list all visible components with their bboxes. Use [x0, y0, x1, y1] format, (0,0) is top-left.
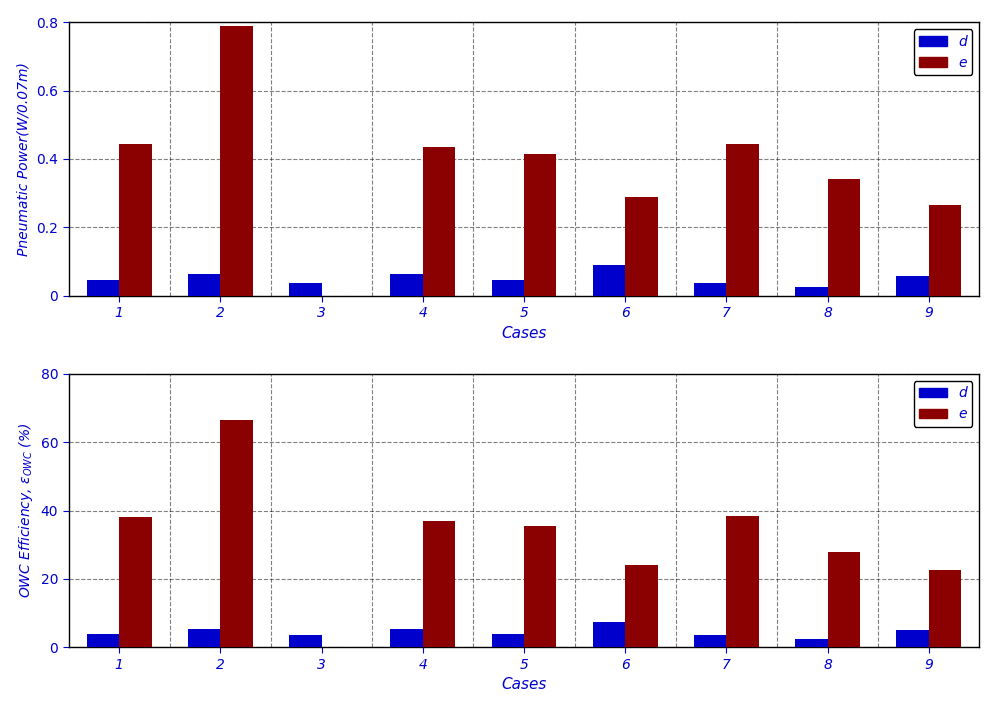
Bar [120, 518, 151, 647]
Bar [593, 265, 625, 296]
Bar [896, 276, 928, 296]
X-axis label: Cases: Cases [501, 325, 547, 340]
Bar [390, 274, 422, 296]
X-axis label: Cases: Cases [501, 677, 547, 692]
Y-axis label: OWC Efficiency, $\varepsilon_{OWC}$ (%): OWC Efficiency, $\varepsilon_{OWC}$ (%) [17, 423, 35, 598]
Bar [289, 283, 322, 296]
Bar [524, 526, 557, 647]
Bar [694, 635, 726, 647]
Bar [928, 205, 961, 296]
Bar [828, 552, 860, 647]
Bar [289, 635, 322, 647]
Bar [390, 629, 422, 647]
Bar [87, 634, 120, 647]
Bar [795, 287, 828, 296]
Bar [795, 639, 828, 647]
Bar [220, 420, 253, 647]
Bar [422, 521, 455, 647]
Bar [492, 634, 524, 647]
Bar [694, 283, 726, 296]
Bar [726, 143, 759, 296]
Legend: d, e: d, e [913, 381, 972, 427]
Bar [828, 179, 860, 296]
Bar [524, 154, 557, 296]
Bar [492, 279, 524, 296]
Bar [625, 565, 657, 647]
Bar [625, 196, 657, 296]
Bar [188, 629, 220, 647]
Y-axis label: Pneumatic Power(W/0.07m): Pneumatic Power(W/0.07m) [17, 62, 31, 256]
Bar [220, 26, 253, 296]
Legend: d, e: d, e [913, 29, 972, 75]
Bar [188, 274, 220, 296]
Bar [120, 143, 151, 296]
Bar [593, 622, 625, 647]
Bar [896, 630, 928, 647]
Bar [422, 147, 455, 296]
Bar [726, 515, 759, 647]
Bar [87, 279, 120, 296]
Bar [928, 571, 961, 647]
